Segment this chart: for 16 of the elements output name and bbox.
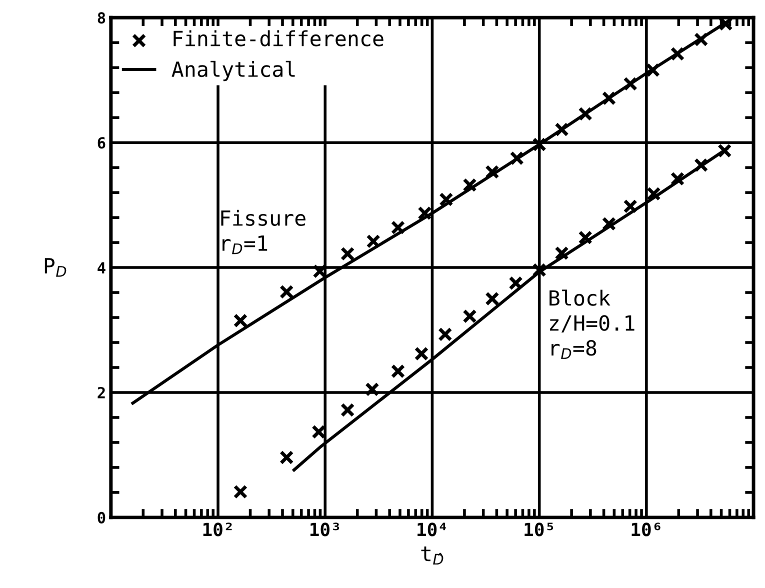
annotation: Fissure r$_{D}$=1	[221, 210, 306, 254]
x-tick-label: 10⁵	[524, 522, 554, 536]
x-tick-label: 10²	[203, 522, 232, 536]
y-axis-title: P$_{D}$	[44, 258, 66, 277]
legend-label: Finite-difference	[174, 30, 384, 46]
legend-label: Analytical	[172, 60, 295, 82]
y-tick-label: 2	[98, 386, 105, 398]
y-tick-label: 8	[98, 12, 106, 24]
y-tick-label: 6	[98, 137, 106, 149]
x-tick-label: 10³	[310, 522, 340, 536]
y-tick-label: 0	[98, 512, 106, 524]
y-tick-label: 4	[98, 262, 106, 274]
x-axis-title: t$_{D̂}$	[421, 546, 444, 565]
x-tick-label: 10⁴	[418, 522, 446, 536]
annotation: Block z/H=0.1 r$_{D}$=8	[550, 290, 634, 359]
x-tick-label: 10⁶	[632, 522, 660, 536]
